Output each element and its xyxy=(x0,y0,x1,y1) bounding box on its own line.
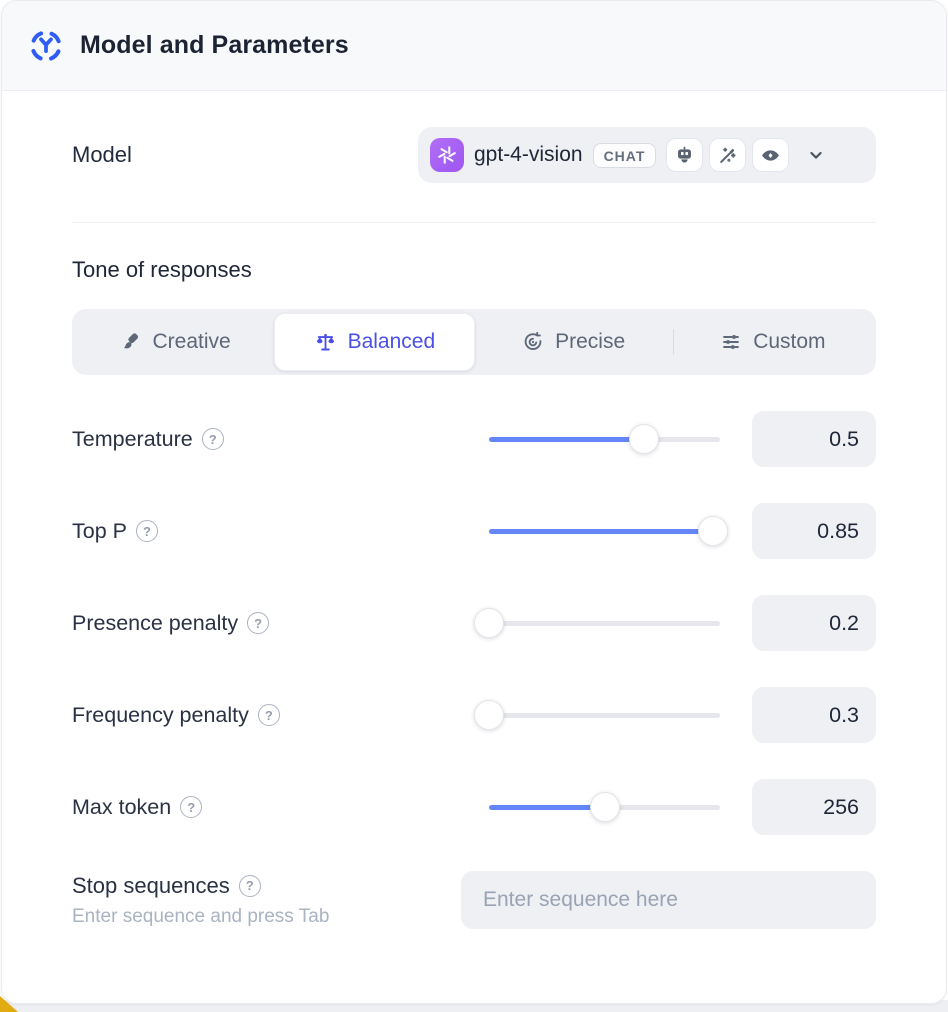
help-icon[interactable]: ? xyxy=(247,612,270,634)
max-token-value[interactable]: 256 xyxy=(752,779,876,835)
slider-handle[interactable] xyxy=(474,700,504,730)
slider-handle[interactable] xyxy=(589,792,620,822)
slider-handle[interactable] xyxy=(698,516,729,546)
slider-handle[interactable] xyxy=(474,608,504,638)
slider-track xyxy=(489,712,720,718)
slider-handle[interactable] xyxy=(628,424,659,454)
temperature-slider[interactable] xyxy=(489,423,720,455)
help-icon[interactable]: ? xyxy=(135,520,158,542)
model-type-badge: CHAT xyxy=(592,142,657,168)
help-icon[interactable]: ? xyxy=(238,874,261,897)
tab-divider xyxy=(672,329,674,355)
tab-creative[interactable]: Creative xyxy=(76,313,274,371)
stop-sequence-input[interactable] xyxy=(461,871,876,929)
param-row-frequency-penalty: Frequency penalty ? 0.3 xyxy=(72,687,876,743)
param-row-temperature: Temperature ? 0.5 xyxy=(72,411,876,467)
param-row-presence-penalty: Presence penalty ? 0.2 xyxy=(72,595,876,651)
slider-fill xyxy=(489,528,714,534)
slider-track xyxy=(489,620,720,626)
tab-label: Creative xyxy=(152,330,231,353)
presence-penalty-label: Presence penalty xyxy=(72,610,239,635)
presence-penalty-value[interactable]: 0.2 xyxy=(752,595,876,651)
sliders-icon xyxy=(720,331,742,353)
frequency-penalty-value[interactable]: 0.3 xyxy=(752,687,876,743)
panel-title: Model and Parameters xyxy=(80,31,349,59)
vision-eye-icon xyxy=(752,138,790,172)
balance-scale-icon xyxy=(314,331,337,354)
top-p-value[interactable]: 0.85 xyxy=(752,503,876,559)
model-capability-chips xyxy=(666,138,790,172)
help-icon[interactable]: ? xyxy=(257,704,280,726)
section-divider xyxy=(72,222,876,223)
tab-label: Custom xyxy=(753,330,826,353)
max-token-slider[interactable] xyxy=(489,791,720,823)
tone-segmented-control: Creative Balanced xyxy=(72,309,876,375)
magic-wand-icon xyxy=(709,138,747,172)
slider-fill xyxy=(489,436,644,442)
panel-header: Model and Parameters xyxy=(2,1,946,91)
tab-label: Balanced xyxy=(347,330,436,353)
temperature-label: Temperature xyxy=(72,426,193,451)
slider-fill xyxy=(489,804,605,810)
stop-sequences-label: Stop sequences xyxy=(72,872,230,898)
chevron-down-icon xyxy=(805,144,827,166)
help-icon[interactable]: ? xyxy=(180,796,203,818)
tone-heading: Tone of responses xyxy=(72,257,252,282)
tab-custom[interactable]: Custom xyxy=(674,313,872,371)
frequency-penalty-slider[interactable] xyxy=(474,699,720,731)
stop-sequences-row: Stop sequences ? Enter sequence and pres… xyxy=(72,871,876,985)
openai-logo-icon xyxy=(430,138,464,172)
tab-precise[interactable]: Precise xyxy=(475,313,673,371)
tab-label: Precise xyxy=(555,330,626,353)
param-row-top-p: Top P ? 0.85 xyxy=(72,503,876,559)
model-select-dropdown[interactable]: gpt-4-vision CHAT xyxy=(418,127,876,183)
stop-sequences-hint: Enter sequence and press Tab xyxy=(72,905,330,927)
presence-penalty-slider[interactable] xyxy=(474,607,720,639)
frequency-penalty-label: Frequency penalty xyxy=(72,702,249,727)
model-label: Model xyxy=(72,142,132,167)
paintbrush-icon xyxy=(120,331,142,353)
tab-balanced[interactable]: Balanced xyxy=(274,313,475,371)
agent-dashed-circle-icon xyxy=(28,28,64,64)
selected-model-name: gpt-4-vision xyxy=(474,143,583,166)
top-p-slider[interactable] xyxy=(489,515,729,547)
top-p-label: Top P xyxy=(72,518,127,543)
temperature-value[interactable]: 0.5 xyxy=(752,411,876,467)
robot-icon xyxy=(666,138,704,172)
model-row: Model gpt-4-vision CH xyxy=(72,127,876,183)
param-row-max-token: Max token ? 256 xyxy=(72,779,876,835)
target-icon xyxy=(522,331,544,353)
help-icon[interactable]: ? xyxy=(201,428,224,450)
max-token-label: Max token xyxy=(72,794,172,819)
